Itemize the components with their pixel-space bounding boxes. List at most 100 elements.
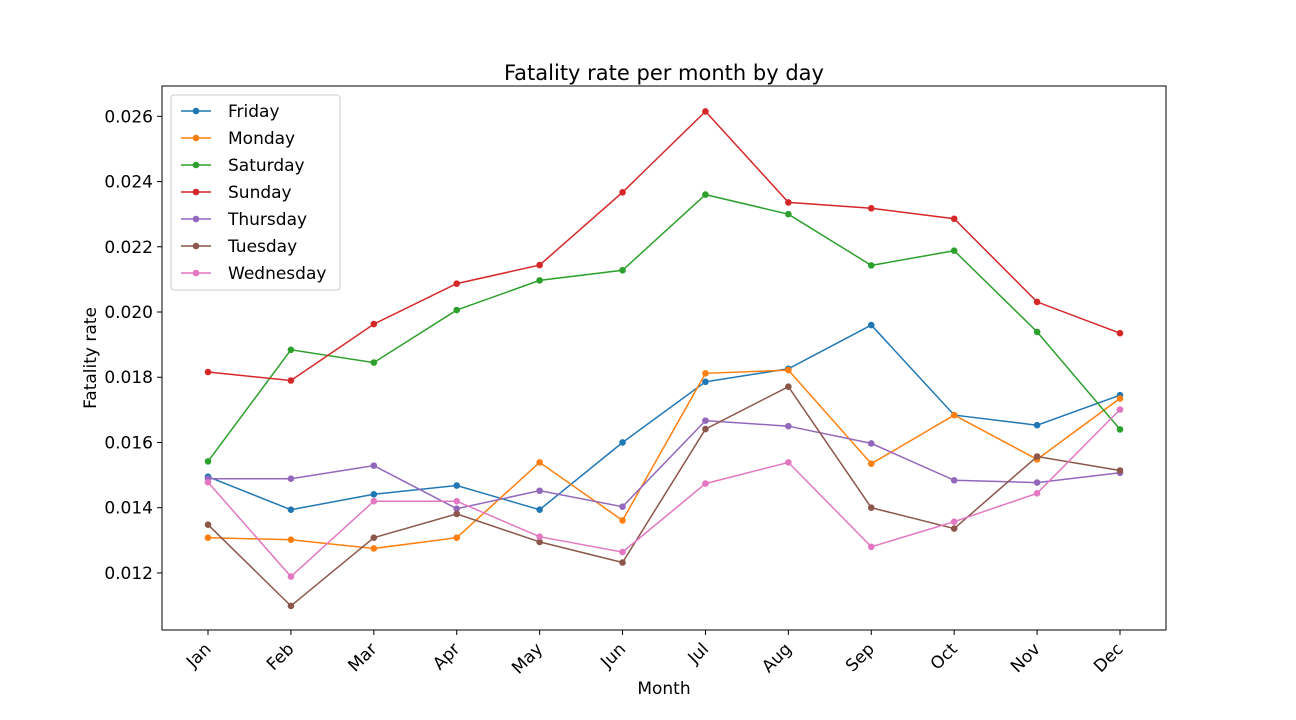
- data-point: [287, 536, 295, 543]
- x-tick-label: Oct: [927, 639, 962, 674]
- data-point: [453, 505, 461, 512]
- data-point: [1033, 490, 1041, 497]
- x-tick-label: Feb: [263, 639, 298, 674]
- data-point: [785, 422, 792, 430]
- data-point: [867, 460, 875, 467]
- data-point: [370, 320, 378, 328]
- legend-label: Thursday: [227, 210, 307, 230]
- data-point: [1116, 406, 1124, 413]
- y-axis: 0.012 0.014 0.016 0.018 0.020 0.022 0.024 0.026: [104, 107, 162, 584]
- data-point: [867, 543, 875, 551]
- x-tick-label: Jun: [596, 639, 630, 673]
- data-point: [536, 487, 543, 495]
- data-point: [702, 417, 709, 424]
- legend-marker: [192, 107, 200, 115]
- data-point: [370, 497, 378, 505]
- data-point: [950, 525, 958, 532]
- legend-marker: [192, 134, 200, 142]
- legend-marker: [192, 269, 200, 277]
- data-point: [867, 262, 875, 269]
- legend: Friday Monday Saturday Sunday Thursday Tuesda…: [170, 94, 341, 291]
- x-axis: Jan Feb Mar Apr May Jun Jul Aug Sep Oct Nov Dec: [182, 630, 1128, 678]
- data-point: [536, 533, 543, 541]
- data-point: [1116, 467, 1124, 474]
- data-point: [370, 359, 378, 366]
- data-point: [536, 506, 543, 513]
- data-point: [785, 199, 792, 206]
- data-point: [1033, 479, 1041, 486]
- data-point: [287, 602, 295, 610]
- data-point: [867, 504, 875, 511]
- y-tick-label: 0.012: [104, 564, 153, 584]
- data-point: [204, 478, 212, 486]
- data-point: [370, 534, 378, 542]
- x-tick-label: May: [508, 639, 547, 678]
- data-point: [204, 534, 212, 542]
- x-tick-label: Dec: [1090, 639, 1127, 676]
- data-point: [1116, 395, 1124, 402]
- data-point: [619, 517, 626, 524]
- chart-title: Fatality rate per month by day: [504, 61, 824, 85]
- data-point: [287, 573, 295, 580]
- data-point: [867, 321, 875, 329]
- series-line: [207, 324, 1121, 511]
- x-tick-label: Jan: [182, 639, 215, 672]
- data-point: [1033, 421, 1041, 429]
- data-point: [702, 191, 709, 198]
- legend-label: Friday: [228, 102, 280, 122]
- series-line: [207, 408, 1121, 578]
- data-point: [950, 215, 958, 223]
- series-thursday: [204, 417, 1124, 512]
- legend-label: Monday: [228, 129, 295, 149]
- data-point: [453, 280, 461, 287]
- data-point: [204, 458, 212, 465]
- data-point: [867, 205, 875, 212]
- legend-marker: [192, 242, 200, 250]
- x-tick-label: Sep: [842, 639, 879, 676]
- y-tick-label: 0.018: [104, 368, 153, 388]
- data-point: [619, 548, 626, 556]
- legend-label: Wednesday: [228, 264, 326, 284]
- y-tick-label: 0.016: [104, 433, 153, 453]
- data-point: [1116, 329, 1124, 337]
- data-point: [536, 261, 543, 269]
- y-tick-label: 0.014: [104, 499, 153, 519]
- data-point: [1033, 298, 1041, 306]
- data-point: [536, 538, 543, 546]
- data-point: [287, 346, 295, 354]
- series-monday: [204, 366, 1124, 552]
- data-point: [785, 210, 792, 218]
- data-point: [950, 247, 958, 255]
- data-point: [785, 366, 792, 374]
- series-saturday: [204, 191, 1124, 465]
- data-point: [1116, 426, 1124, 433]
- legend-marker: [192, 188, 200, 196]
- series-line: [207, 110, 1121, 382]
- data-point: [453, 482, 461, 489]
- data-point: [536, 277, 543, 284]
- y-tick-label: 0.024: [104, 173, 153, 193]
- data-point: [785, 459, 792, 466]
- y-tick-label: 0.022: [104, 238, 153, 258]
- data-point: [453, 534, 461, 542]
- series-line: [207, 369, 1121, 550]
- series-line: [207, 193, 1121, 462]
- data-point: [619, 559, 626, 566]
- data-point: [702, 480, 709, 487]
- data-point: [619, 439, 626, 446]
- data-point: [619, 503, 626, 511]
- x-tick-label: Mar: [345, 639, 382, 676]
- legend-label: Tuesday: [227, 237, 297, 257]
- legend-marker: [192, 161, 200, 169]
- data-point: [1033, 328, 1041, 336]
- data-point: [204, 521, 212, 528]
- data-point: [453, 306, 461, 314]
- series-line: [207, 385, 1121, 607]
- x-tick-label: Aug: [758, 639, 796, 677]
- data-point: [702, 108, 709, 115]
- series-tuesday: [204, 383, 1124, 610]
- data-point: [370, 491, 378, 498]
- x-tick-label: Jul: [684, 639, 713, 668]
- series-wednesday: [204, 406, 1124, 580]
